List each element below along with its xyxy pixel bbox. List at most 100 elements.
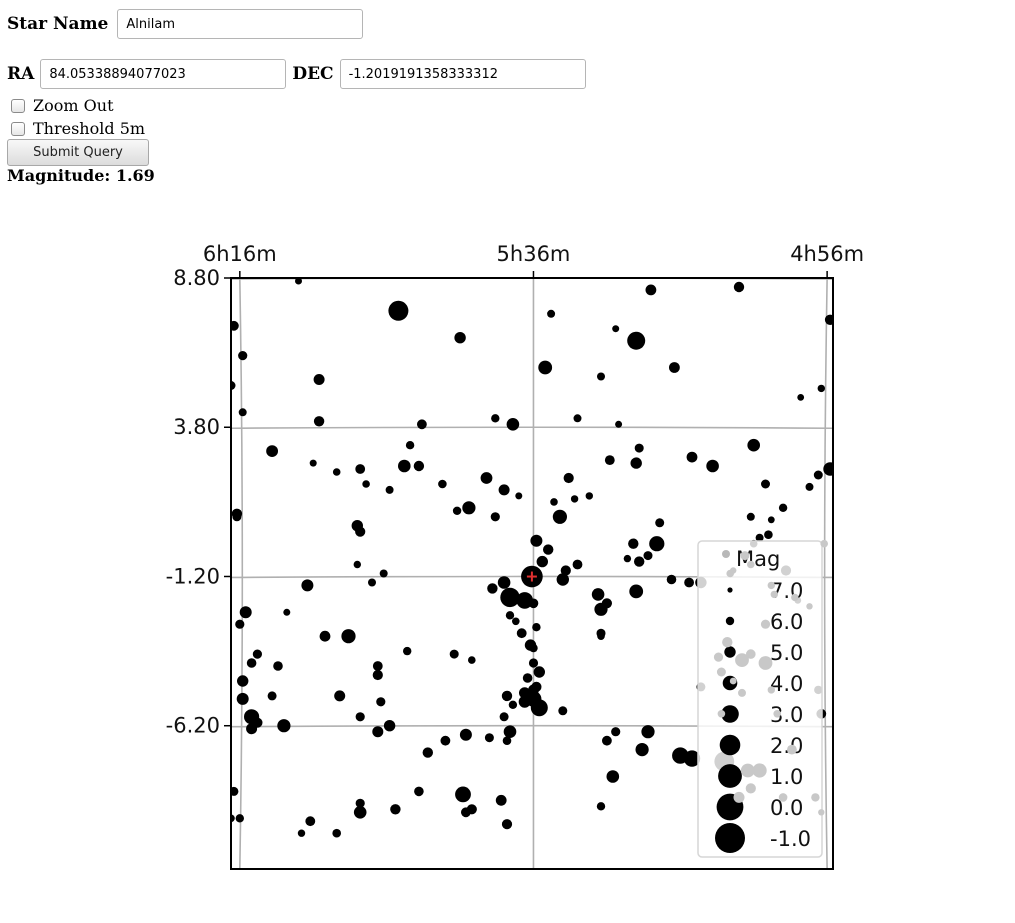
star-marker (747, 438, 760, 452)
star-marker (817, 384, 825, 393)
star-marker (543, 544, 554, 555)
y-tick-label: -1.20 (166, 564, 220, 588)
overlay-star-marker (818, 809, 825, 816)
dec-input[interactable] (339, 59, 586, 89)
zoom-out-row: Zoom Out (11, 96, 114, 115)
star-marker (246, 658, 257, 668)
x-tick-label: 5h36m (497, 242, 571, 266)
y-tick-label: -6.20 (166, 714, 220, 738)
star-marker (297, 829, 306, 837)
star-marker (231, 381, 236, 390)
star-marker (239, 606, 252, 619)
star-marker (449, 649, 459, 659)
star-marker (487, 583, 498, 594)
star-marker (490, 512, 500, 522)
star-marker (372, 726, 384, 738)
star-marker (570, 495, 579, 503)
star-marker (385, 485, 394, 494)
star-marker (528, 598, 539, 609)
overlay-star-marker (716, 667, 726, 677)
star-marker (355, 798, 365, 808)
star-marker (515, 492, 523, 500)
star-marker (390, 804, 401, 815)
overlay-star-marker (806, 603, 813, 610)
star-marker (611, 727, 621, 737)
star-marker (252, 649, 262, 659)
star-marker (497, 576, 511, 589)
star-marker (238, 408, 247, 417)
overlay-star-marker (738, 688, 746, 697)
star-marker (686, 451, 698, 463)
star-marker (767, 516, 775, 524)
zoom-out-label: Zoom Out (33, 96, 114, 115)
overlay-star-marker (760, 619, 771, 629)
star-marker (824, 314, 833, 325)
star-marker (231, 786, 239, 796)
star-marker (550, 498, 558, 506)
star-marker (379, 569, 388, 578)
star-marker (596, 802, 606, 811)
star-marker (666, 574, 677, 585)
ra-input[interactable] (40, 59, 287, 89)
star-marker (267, 691, 277, 701)
legend-marker (721, 705, 739, 723)
overlay-star-marker (752, 763, 767, 778)
star-marker (634, 443, 644, 453)
overlay-star-marker (730, 567, 737, 574)
star-marker (417, 419, 427, 430)
threshold-checkbox[interactable] (11, 121, 25, 136)
star-marker (422, 747, 433, 758)
star-marker (602, 735, 612, 746)
star-marker (536, 555, 548, 568)
legend-marker (719, 734, 741, 756)
star-marker (313, 416, 325, 427)
star-marker (813, 470, 823, 480)
star-marker (301, 579, 314, 592)
star-marker (468, 656, 476, 664)
star-marker (522, 673, 533, 683)
star-marker (277, 719, 291, 733)
star-marker (383, 720, 396, 732)
overlay-star-marker (733, 791, 745, 803)
zoom-out-checkbox[interactable] (11, 98, 25, 113)
legend-entry-label: 1.0 (770, 765, 803, 789)
star-marker (414, 786, 424, 797)
star-marker (500, 587, 520, 608)
star-name-input[interactable] (117, 9, 364, 39)
star-marker (355, 712, 365, 722)
star-marker (572, 559, 583, 570)
star-marker (235, 619, 245, 629)
legend-entry-label: 6.0 (770, 610, 803, 634)
submit-query-button[interactable]: Submit Query (7, 139, 149, 166)
star-marker (305, 816, 316, 827)
star-marker (538, 360, 553, 375)
star-name-label: Star Name (7, 14, 109, 34)
legend-entry-label: 5.0 (770, 641, 803, 665)
star-marker (440, 735, 451, 746)
star-marker (683, 750, 701, 767)
star-marker (501, 819, 513, 830)
overlay-star-markers (713, 539, 828, 816)
star-marker (232, 512, 242, 522)
star-marker (612, 325, 620, 333)
star-marker (235, 814, 244, 823)
star-marker (438, 479, 447, 489)
star-marker (585, 492, 593, 500)
star-marker (498, 484, 510, 496)
star-marker (372, 661, 383, 671)
star-name-row: Star Name (7, 9, 364, 39)
y-tick-label: 8.80 (173, 266, 220, 290)
star-marker (778, 503, 788, 512)
overlay-star-marker (787, 744, 797, 755)
star-marker (368, 578, 376, 587)
star-marker (601, 598, 613, 609)
star-marker (332, 468, 341, 476)
star-marker (403, 646, 412, 656)
overlay-star-marker (735, 653, 749, 667)
y-tick-label: 3.80 (173, 415, 220, 439)
legend-marker (724, 646, 736, 658)
legend-marker (727, 587, 733, 593)
star-marker (266, 445, 278, 457)
star-marker (629, 584, 644, 599)
